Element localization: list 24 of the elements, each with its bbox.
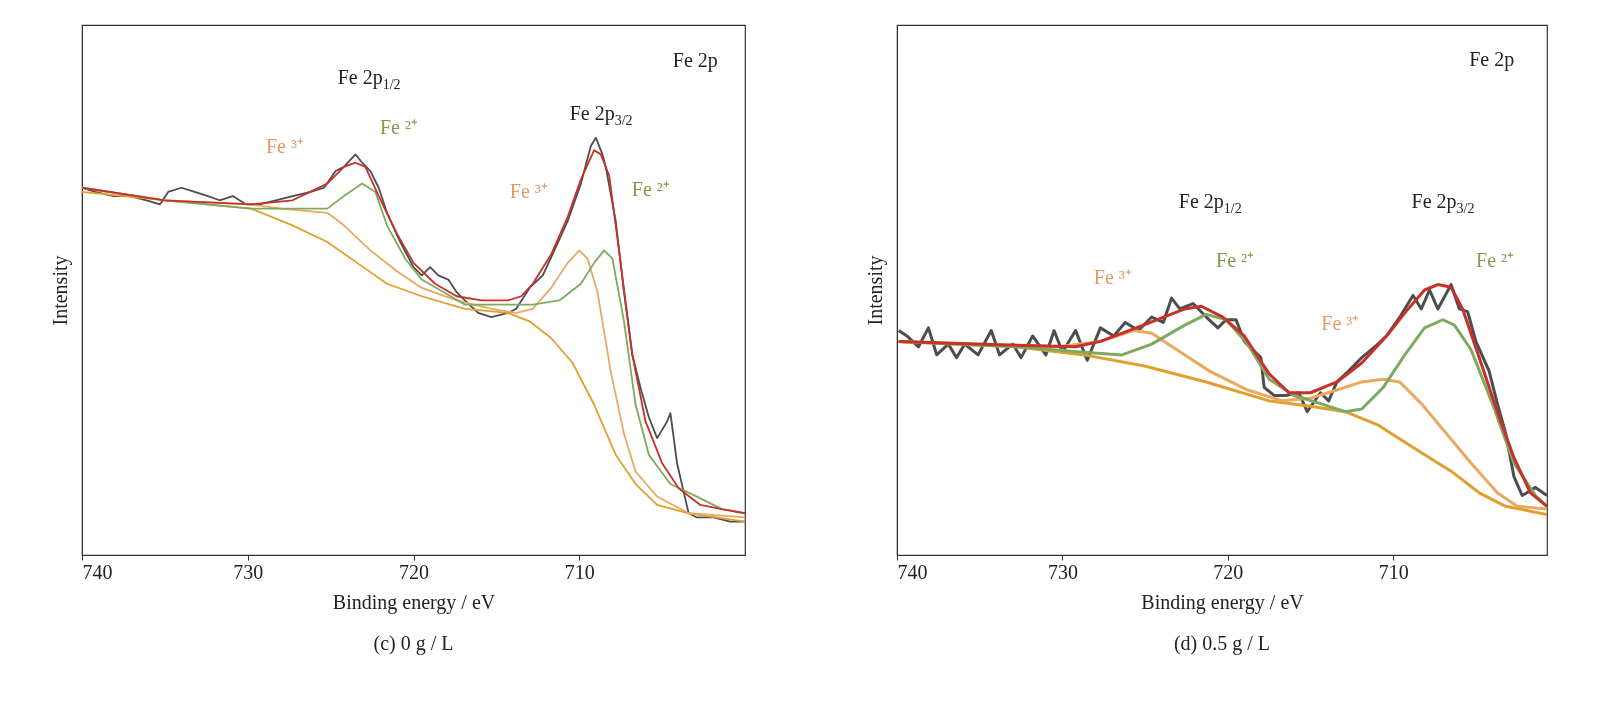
x-tick-label: 710 xyxy=(1378,560,1409,583)
x-tick-label: 740 xyxy=(897,560,928,583)
annotation: Fe ²⁺ xyxy=(379,115,418,138)
annotation: Fe ³⁺ xyxy=(509,179,548,202)
annotation: Fe ³⁺ xyxy=(265,134,304,157)
annotation: Fe ²⁺ xyxy=(631,177,670,200)
text: Fe ²⁺ xyxy=(1216,248,1254,271)
x-tick-label: 730 xyxy=(1047,560,1078,583)
annotation: Fe ³⁺ xyxy=(1093,265,1132,288)
x-axis-title: Binding energy / eV xyxy=(1141,590,1305,614)
annotation: Fe ³⁺ xyxy=(1321,311,1360,334)
x-tick-label: 730 xyxy=(233,560,264,583)
y-axis-title: Intensity xyxy=(863,255,887,326)
x-axis-title: Binding energy / eV xyxy=(332,590,496,614)
x-tick-label: 720 xyxy=(399,560,429,583)
x-tick-label: 710 xyxy=(564,560,595,583)
text: Fe 2p xyxy=(1469,47,1515,71)
text: (c) 0 g / L xyxy=(373,632,454,655)
x-tick-label: 740 xyxy=(82,560,113,583)
text: Fe ²⁺ xyxy=(1476,248,1514,271)
text: (d) 0.5 g / L xyxy=(1173,632,1271,655)
x-tick-label: 720 xyxy=(1213,560,1244,583)
y-axis-title: Intensity xyxy=(48,255,72,326)
text: Fe 2p xyxy=(672,49,718,73)
